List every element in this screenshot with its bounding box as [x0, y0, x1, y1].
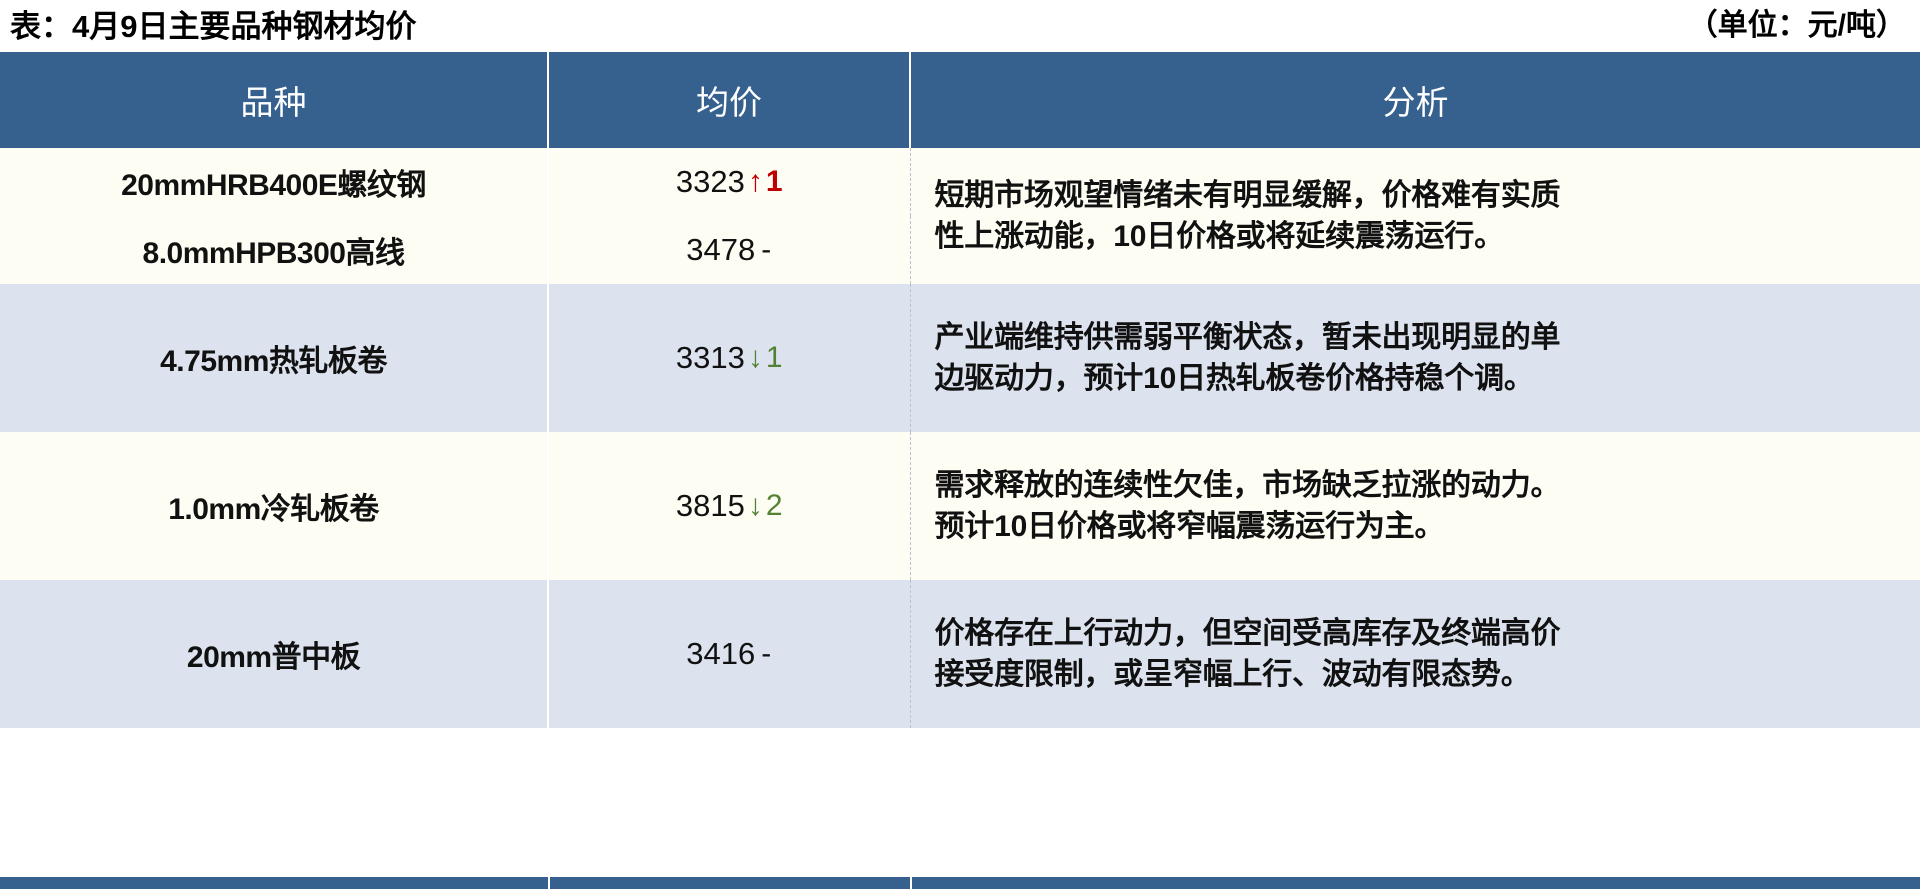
analysis-line: 预计10日价格或将窄幅震荡运行为主。 [934, 510, 1445, 543]
price-number: 3313 [675, 340, 745, 375]
cell-variety: 20mmHRB400E螺纹钢 [0, 148, 549, 216]
price-number: 3416 [686, 636, 756, 671]
price-value-group: 3416 - [686, 636, 772, 672]
price-number: 3323 [675, 164, 745, 199]
price-number: 3815 [675, 488, 745, 523]
analysis-line: 需求释放的连续性欠佳，市场缺乏拉涨的动力。 [934, 468, 1561, 502]
table-header: 品种 均价 分析 [0, 52, 1920, 148]
arrow-down-icon: ↓ [747, 489, 763, 522]
cell-analysis: 短期市场观望情绪未有明显缓解，价格难有实质 性上涨动能，10日价格或将延续震荡运… [910, 148, 1920, 284]
cell-analysis: 产业端维持供需弱平衡状态，暂未出现明显的单 边驱动力，预计10日热轧板卷价格持稳… [910, 284, 1920, 432]
cell-variety: 4.75mm热轧板卷 [0, 284, 549, 432]
cell-analysis: 价格存在上行动力，但空间受高库存及终端高价 接受度限制，或呈窄幅上行、波动有限态… [910, 580, 1920, 728]
price-value-group: 3323 ↑ 1 [676, 164, 783, 200]
table-row: 1.0mm冷轧板卷 3815 ↓ 2 需求释放的连续性欠佳，市场缺乏拉涨的动力。… [0, 432, 1920, 580]
cell-price: 3478 - [548, 216, 911, 284]
analysis-line: 性上涨动能，10日价格或将延续震荡运行。 [934, 220, 1505, 253]
cell-variety: 8.0mmHPB300高线 [0, 216, 549, 284]
price-number: 3478 [686, 232, 756, 267]
table-bottom-rule [0, 877, 1920, 889]
flat-dash-icon: - [761, 637, 772, 670]
table-caption-unit: （单位：元/吨） [1687, 9, 1906, 42]
table-caption-title: 表：4月9日主要品种钢材均价 [10, 8, 417, 44]
column-header-analysis: 分析 [910, 52, 1920, 148]
price-delta: 1 [765, 341, 783, 374]
cell-variety: 1.0mm冷轧板卷 [0, 432, 549, 580]
cell-price: 3313 ↓ 1 [548, 284, 911, 432]
price-value-group: 3478 - [686, 232, 772, 268]
analysis-line: 价格存在上行动力，但空间受高库存及终端高价 [934, 616, 1561, 650]
table-header-row: 品种 均价 分析 [0, 52, 1920, 148]
cell-price: 3416 - [548, 580, 911, 728]
caption-bar: 表：4月9日主要品种钢材均价 （单位：元/吨） [0, 0, 1920, 52]
table-row: 20mm普中板 3416 - 价格存在上行动力，但空间受高库存及终端高价 接受度… [0, 580, 1920, 728]
cell-price: 3815 ↓ 2 [548, 432, 911, 580]
cell-variety: 20mm普中板 [0, 580, 549, 728]
steel-price-table: 品种 均价 分析 20mmHRB400E螺纹钢 3323 ↑ 1 [0, 52, 1920, 728]
bottom-rule-separator-2 [910, 877, 912, 889]
table-row: 20mmHRB400E螺纹钢 3323 ↑ 1 短期市场观望情绪未有明显缓解，价… [0, 148, 1920, 284]
flat-dash-icon: - [761, 233, 772, 266]
price-value-group: 3815 ↓ 2 [676, 488, 783, 524]
price-value-group: 3313 ↓ 1 [676, 340, 783, 376]
analysis-line: 边驱动力，预计10日热轧板卷价格持稳个调。 [934, 362, 1534, 395]
analysis-line: 产业端维持供需弱平衡状态，暂未出现明显的单 [934, 320, 1561, 354]
cell-price: 3323 ↑ 1 [548, 148, 911, 216]
table-body: 20mmHRB400E螺纹钢 3323 ↑ 1 短期市场观望情绪未有明显缓解，价… [0, 148, 1920, 728]
bottom-rule-separator-1 [548, 877, 550, 889]
arrow-up-icon: ↑ [747, 165, 763, 198]
table-row: 4.75mm热轧板卷 3313 ↓ 1 产业端维持供需弱平衡状态，暂未出现明显的… [0, 284, 1920, 432]
price-delta: 2 [765, 489, 783, 522]
column-header-variety: 品种 [0, 52, 549, 148]
analysis-line: 接受度限制，或呈窄幅上行、波动有限态势。 [934, 658, 1531, 691]
arrow-down-icon: ↓ [747, 341, 763, 374]
analysis-line: 短期市场观望情绪未有明显缓解，价格难有实质 [934, 178, 1561, 212]
column-header-price: 均价 [548, 52, 911, 148]
cell-analysis: 需求释放的连续性欠佳，市场缺乏拉涨的动力。 预计10日价格或将窄幅震荡运行为主。 [910, 432, 1920, 580]
price-table-wrapper: 品种 均价 分析 20mmHRB400E螺纹钢 3323 ↑ 1 [0, 52, 1920, 889]
table-row: 8.0mmHPB300高线 3478 - [0, 216, 1920, 284]
price-delta: 1 [765, 165, 783, 198]
